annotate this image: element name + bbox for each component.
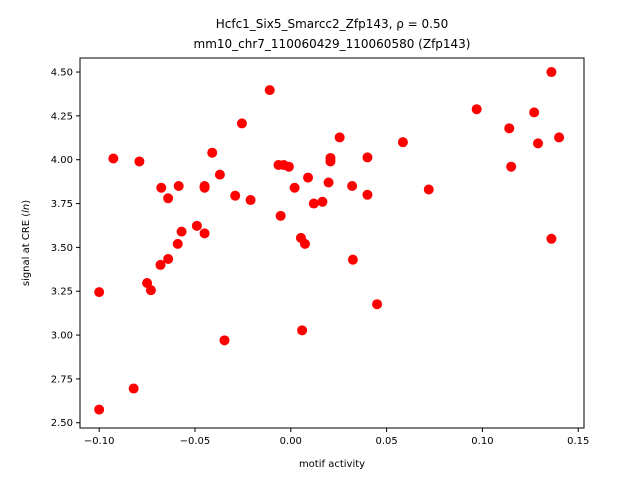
data-point: [308, 198, 319, 209]
data-point: [283, 161, 294, 172]
data-point: [533, 138, 544, 149]
x-tick-label: 0.10: [471, 436, 493, 447]
x-tick-label: 0.00: [280, 436, 302, 447]
data-point: [362, 189, 373, 200]
x-tick-label: 0.05: [375, 436, 397, 447]
y-tick-label: 4.00: [51, 155, 73, 166]
data-point: [94, 404, 105, 415]
x-axis-label: motif activity: [299, 459, 365, 470]
data-point: [347, 181, 358, 192]
data-point: [176, 226, 187, 237]
data-point: [199, 182, 210, 193]
data-point: [163, 253, 174, 264]
y-tick-label: 3.25: [51, 287, 73, 298]
data-point: [128, 383, 139, 394]
data-point: [191, 220, 202, 231]
x-tick-label: −0.05: [180, 436, 211, 447]
data-point: [108, 153, 119, 164]
data-point: [289, 182, 300, 193]
data-point: [529, 107, 540, 118]
x-axis-ticks: −0.10 −0.05 0.00 0.05 0.10 0.15: [84, 428, 589, 447]
y-tick-label: 4.50: [51, 68, 73, 79]
chart-title-line2: mm10_chr7_110060429_110060580 (Zfp143): [194, 37, 471, 51]
points-layer: [94, 67, 565, 415]
y-tick-label: 3.00: [51, 331, 73, 342]
data-point: [156, 182, 167, 193]
y-tick-label: 4.25: [51, 111, 73, 122]
plot-frame: [79, 57, 585, 429]
data-point: [372, 299, 383, 310]
data-point: [275, 210, 286, 221]
data-point: [504, 123, 515, 134]
data-point: [264, 85, 275, 96]
data-point: [317, 196, 328, 207]
data-point: [347, 254, 358, 265]
y-axis-label: signal at CRE (ln): [21, 200, 32, 286]
data-point: [423, 184, 434, 195]
data-point: [334, 132, 345, 143]
y-tick-label: 3.50: [51, 243, 73, 254]
data-point: [134, 156, 145, 167]
data-point: [155, 259, 166, 270]
data-point: [299, 238, 310, 249]
data-point: [471, 104, 482, 115]
chart-title-line1: Hcfc1_Six5_Smarcc2_Zfp143, ρ = 0.50: [216, 17, 449, 31]
data-point: [163, 193, 174, 204]
data-point: [546, 67, 557, 78]
data-point: [245, 195, 256, 206]
y-tick-label: 3.75: [51, 199, 73, 210]
data-point: [173, 181, 184, 192]
data-point: [207, 147, 218, 158]
y-tick-label: 2.50: [51, 418, 73, 429]
data-point: [323, 177, 334, 188]
data-point: [303, 172, 314, 183]
data-point: [506, 161, 517, 172]
data-point: [214, 169, 225, 180]
x-tick-label: −0.10: [84, 436, 115, 447]
data-point: [236, 118, 247, 129]
x-tick-label: 0.15: [567, 436, 589, 447]
data-point: [172, 238, 183, 249]
data-point: [554, 132, 565, 143]
y-tick-label: 2.75: [51, 374, 73, 385]
data-point: [94, 287, 105, 298]
data-point: [362, 152, 373, 163]
data-point: [219, 335, 230, 346]
data-point: [145, 285, 156, 296]
data-point: [325, 156, 336, 167]
data-point: [546, 233, 557, 244]
data-point: [397, 137, 408, 148]
data-point: [297, 325, 308, 336]
data-point: [199, 228, 210, 239]
y-axis-ticks: 2.50 2.75 3.00 3.25 3.50 3.75 4.00 4.25 4.50: [51, 68, 80, 429]
data-point: [230, 190, 241, 201]
